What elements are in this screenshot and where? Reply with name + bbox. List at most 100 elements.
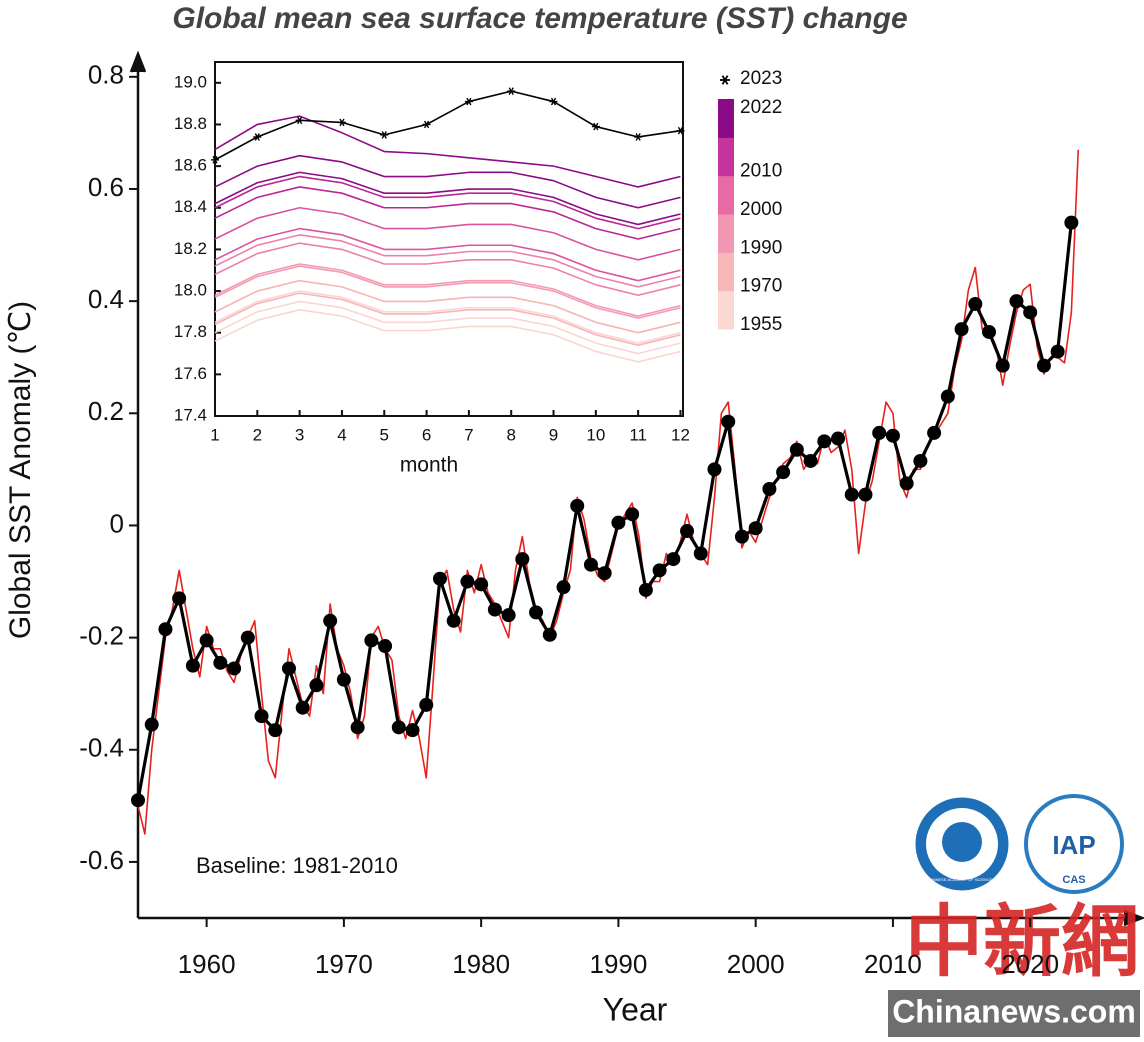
point bbox=[1064, 215, 1079, 230]
annotation: Baseline: 1981-2010 bbox=[196, 853, 398, 878]
colorbar-label: 1970 bbox=[740, 276, 782, 297]
point bbox=[240, 630, 255, 645]
point bbox=[968, 296, 983, 311]
point bbox=[776, 465, 791, 480]
point bbox=[583, 557, 598, 572]
x-tick-label: 6 bbox=[422, 425, 431, 444]
point bbox=[337, 118, 346, 127]
series-line bbox=[214, 206, 681, 261]
x-tick-label: 1960 bbox=[178, 949, 236, 979]
point bbox=[625, 507, 640, 522]
asterisk-stroke bbox=[297, 116, 303, 125]
point bbox=[680, 524, 695, 539]
point bbox=[507, 87, 516, 95]
point bbox=[501, 608, 516, 623]
point bbox=[253, 133, 262, 141]
point bbox=[591, 122, 600, 131]
point bbox=[323, 613, 338, 628]
logo-text: CHINESE ACADEMY OF SCIENCES bbox=[929, 877, 996, 882]
watermark: 中新網 bbox=[905, 898, 1139, 986]
asterisk-stroke bbox=[339, 118, 345, 127]
x-tick-label: 12 bbox=[671, 425, 690, 444]
series-line bbox=[214, 242, 681, 297]
x-tick-label: 10 bbox=[586, 425, 605, 444]
point bbox=[254, 709, 269, 724]
point bbox=[487, 602, 502, 617]
asterisk-stroke bbox=[508, 87, 514, 95]
series-line bbox=[214, 300, 681, 355]
y-tick-label: 18.0 bbox=[174, 281, 207, 300]
y-tick-label: -0.2 bbox=[79, 620, 124, 650]
asterisk-stroke bbox=[677, 126, 684, 135]
colorbar-band bbox=[718, 99, 734, 138]
x-tick-label: 11 bbox=[629, 425, 647, 444]
colorbar-band bbox=[718, 290, 734, 330]
inset-frame bbox=[214, 61, 684, 417]
point bbox=[899, 476, 914, 491]
point bbox=[460, 574, 475, 589]
point bbox=[419, 697, 434, 712]
colorbar-band bbox=[718, 252, 734, 292]
point bbox=[474, 577, 489, 592]
x-tick-label: 2 bbox=[253, 425, 262, 444]
colorbar-label: 2022 bbox=[740, 97, 782, 118]
point bbox=[611, 515, 626, 530]
y-tick-label: 19.0 bbox=[174, 72, 207, 91]
x-tick-label: 2000 bbox=[727, 949, 785, 979]
point bbox=[954, 322, 969, 337]
main-chart: -0.6 -0.4 -0.2 0 0.2 0.4 0.6 0.8 1960 1970 1980 199… bbox=[79, 60, 1080, 979]
point bbox=[144, 717, 159, 732]
logos: CHINESE ACADEMY OF SCIENCES IAP CAS bbox=[912, 794, 1124, 894]
point bbox=[364, 633, 379, 648]
point bbox=[940, 389, 955, 404]
point bbox=[211, 156, 219, 164]
series-line bbox=[214, 175, 681, 230]
point bbox=[707, 462, 722, 477]
point bbox=[721, 414, 736, 429]
point bbox=[378, 639, 393, 654]
point bbox=[748, 521, 763, 536]
x-tick-label: 9 bbox=[549, 425, 558, 444]
x-tick-label: 8 bbox=[506, 425, 515, 444]
logo-text: CAS bbox=[1062, 874, 1085, 886]
point bbox=[652, 563, 667, 578]
point bbox=[817, 434, 832, 449]
point bbox=[380, 131, 389, 139]
point bbox=[638, 582, 653, 597]
point bbox=[213, 655, 228, 670]
point bbox=[570, 498, 585, 513]
point bbox=[762, 482, 777, 496]
x-tick-label: 3 bbox=[295, 425, 304, 444]
y-tick-label: 17.8 bbox=[174, 322, 207, 341]
point bbox=[844, 487, 859, 502]
point bbox=[789, 442, 804, 457]
series-line bbox=[214, 234, 681, 288]
point bbox=[885, 428, 900, 443]
inset-x-label: month bbox=[400, 454, 458, 477]
point bbox=[556, 580, 571, 595]
colorbar-band bbox=[718, 214, 734, 253]
x-tick-label: 2020 bbox=[1001, 949, 1059, 979]
colorbar-label: 1955 bbox=[740, 314, 782, 335]
series-line bbox=[214, 309, 681, 363]
point bbox=[227, 661, 242, 676]
asterisk-stroke bbox=[423, 120, 430, 129]
point bbox=[982, 324, 997, 339]
point bbox=[432, 571, 447, 586]
point bbox=[515, 552, 530, 567]
x-tick-label: 7 bbox=[464, 425, 473, 444]
watermark: Chinanews.com bbox=[892, 993, 1136, 1029]
point bbox=[831, 431, 846, 446]
x-axis-label: Year bbox=[603, 991, 668, 1027]
point bbox=[199, 633, 214, 648]
x-tick-label: 5 bbox=[380, 425, 389, 444]
legend-marker bbox=[720, 75, 730, 85]
y-tick-label: 0.2 bbox=[88, 396, 124, 426]
y-tick-label: 0.8 bbox=[88, 60, 124, 90]
point bbox=[295, 116, 304, 125]
point bbox=[927, 425, 942, 440]
chart-title: Global mean sea surface temperature (SST… bbox=[172, 2, 907, 35]
y-tick-label: 0.6 bbox=[88, 172, 124, 202]
colorbar-label: 2010 bbox=[740, 161, 782, 182]
